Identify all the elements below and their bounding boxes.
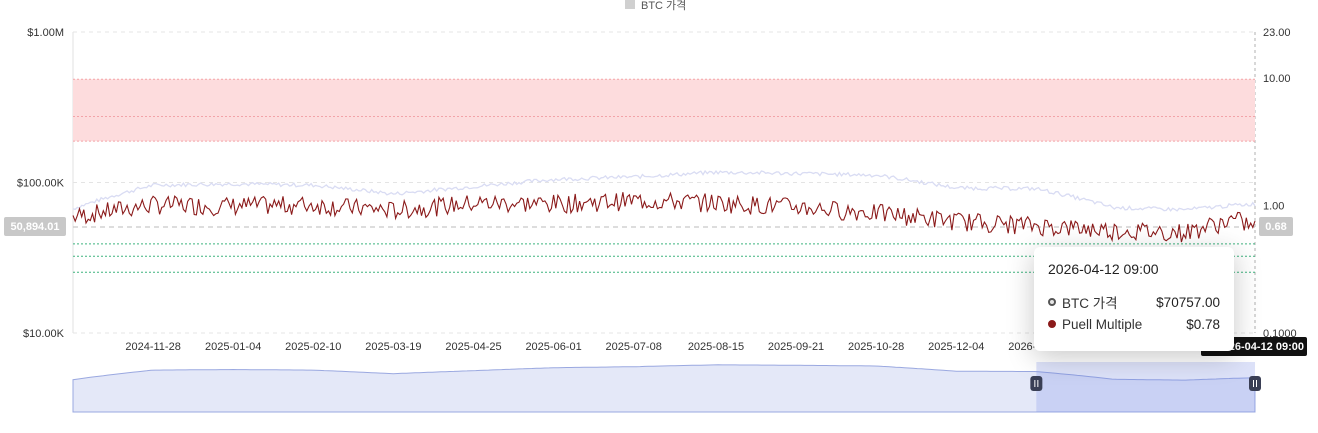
x-tick-label: 2025-06-01 bbox=[525, 341, 581, 353]
x-axis-ticks: 2024-11-28 2025-01-04 2025-02-10 2025-03-19… bbox=[125, 341, 1064, 353]
right-tick-label: 1.00 bbox=[1263, 201, 1284, 213]
current-price-badge bbox=[4, 217, 66, 236]
tooltip-price-name: BTC 가격 bbox=[1062, 296, 1118, 311]
tooltip-price-dot-icon bbox=[1048, 298, 1056, 306]
x-tick-label: 2025-09-21 bbox=[768, 341, 824, 353]
navigator-selection[interactable] bbox=[1036, 362, 1255, 412]
tooltip-row-price: BTC 가격 $70757.00 bbox=[1048, 291, 1220, 313]
x-tick-label: 2025-01-04 bbox=[205, 341, 261, 353]
left-axis-ticks: $1.00M $100.00K $10.00K bbox=[17, 27, 65, 340]
tooltip-price-value: $70757.00 bbox=[1156, 294, 1220, 310]
range-navigator[interactable] bbox=[72, 362, 1261, 413]
current-puell-badge bbox=[1259, 217, 1293, 236]
x-tick-label: 2025-07-08 bbox=[606, 341, 662, 353]
navigator-right-handle[interactable] bbox=[1249, 376, 1261, 391]
current-price-value: 50,894.01 bbox=[11, 221, 60, 233]
x-tick-label: 2025-02-10 bbox=[285, 341, 341, 353]
tooltip-time: 2026-04-12 09:00 bbox=[1048, 261, 1159, 277]
tooltip-puell-dot-icon bbox=[1048, 320, 1056, 328]
left-tick-label: $100.00K bbox=[17, 178, 65, 190]
tooltip-row-puell: Puell Multiple $0.78 bbox=[1048, 313, 1220, 335]
x-tick-label: 2025-12-04 bbox=[928, 341, 984, 353]
left-tick-label: $1.00M bbox=[27, 27, 64, 39]
right-tick-label: 10.00 bbox=[1263, 73, 1291, 85]
navigator-area bbox=[72, 364, 1256, 413]
navigator-left-handle[interactable] bbox=[1030, 376, 1043, 391]
x-tick-label: 2025-04-25 bbox=[445, 341, 501, 353]
x-tick-label: 2024-11-28 bbox=[125, 341, 180, 353]
x-tick-label: 2025-03-19 bbox=[365, 341, 421, 353]
zone-bands bbox=[73, 78, 1255, 273]
tooltip-puell-name: Puell Multiple bbox=[1062, 316, 1143, 332]
legend-swatch[interactable] bbox=[625, 0, 635, 9]
x-tick-label: 2025-08-15 bbox=[688, 341, 744, 353]
btc-price-line bbox=[72, 169, 1256, 212]
data-tooltip: 2026-04-12 09:00 BTC 가격 $70757.00 Puell … bbox=[1034, 247, 1234, 351]
right-tick-label: 23.00 bbox=[1263, 27, 1291, 39]
legend-label[interactable]: BTC 가격 bbox=[641, 0, 686, 12]
puell-multiple-line bbox=[72, 191, 1256, 243]
crosshair-time-label: 2026-04-12 09:00 bbox=[1217, 341, 1304, 353]
tooltip-puell-value: $0.78 bbox=[1186, 316, 1220, 332]
overvalued-band bbox=[73, 79, 1255, 142]
left-tick-label: $10.00K bbox=[23, 328, 65, 340]
x-tick-label: 2025-10-28 bbox=[848, 341, 904, 353]
current-puell-value: 0.68 bbox=[1265, 221, 1286, 233]
series-lines bbox=[72, 169, 1256, 243]
